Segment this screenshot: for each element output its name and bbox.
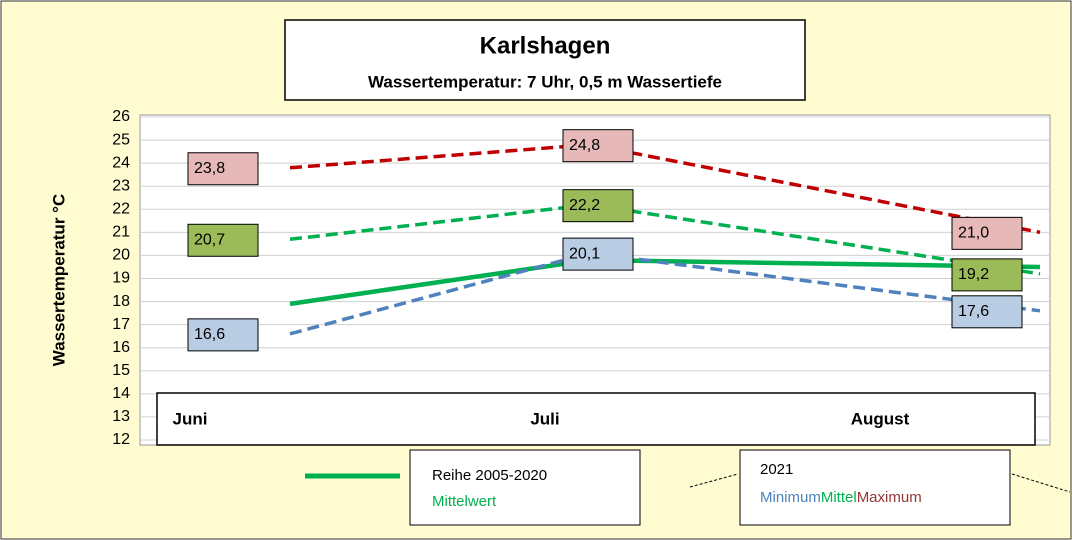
- y-tick-label: 14: [112, 385, 130, 402]
- legend-box: [409, 449, 641, 526]
- legend-entry: Maximum: [857, 489, 922, 506]
- legend-title: Reihe 2005-2020: [432, 467, 547, 484]
- legend-entry: Minimum: [760, 489, 821, 506]
- y-tick-label: 16: [112, 339, 130, 356]
- value-label-box: [562, 129, 634, 163]
- y-axis-label: Wassertemperatur °C: [49, 194, 68, 366]
- value-label-box: [562, 237, 634, 271]
- value-label-box: [951, 258, 1023, 292]
- y-tick-label: 19: [112, 270, 130, 287]
- y-tick-label: 12: [112, 431, 130, 448]
- y-tick-label: 18: [112, 293, 130, 310]
- series-line: [289, 142, 1041, 235]
- legend-entries: MinimumMittelMaximum: [760, 489, 922, 506]
- y-tick-label: 25: [112, 131, 130, 148]
- y-tick-label: 15: [112, 362, 130, 379]
- category-box: [156, 392, 1036, 446]
- x-tick-label: Juli: [530, 409, 559, 428]
- value-label: 23,8: [194, 160, 225, 177]
- chart-title: Karlshagen: [480, 32, 611, 59]
- legend-entry: Mittelwert: [432, 493, 497, 510]
- y-tick-label: 23: [112, 177, 130, 194]
- value-label: 16,6: [194, 326, 225, 343]
- series-line: [289, 202, 1041, 276]
- value-label-box: [187, 223, 259, 257]
- value-label: 19,2: [958, 266, 989, 283]
- value-label-box: [951, 295, 1023, 329]
- value-label-box: [562, 189, 634, 223]
- value-label-box: [951, 216, 1023, 250]
- y-tick-label: 17: [112, 316, 130, 333]
- value-label-box: [187, 152, 259, 186]
- value-label-box: [187, 318, 259, 352]
- legend-connector: [689, 473, 739, 488]
- y-tick-label: 20: [112, 247, 130, 264]
- legend-entry: Mittel: [821, 489, 857, 506]
- legend-box: [739, 449, 1011, 526]
- y-tick-label: 22: [112, 201, 130, 218]
- value-label: 22,2: [569, 197, 600, 214]
- x-tick-label: Juni: [173, 409, 208, 428]
- y-tick-label: 26: [112, 108, 130, 125]
- x-tick-label: August: [851, 409, 910, 428]
- chart-subtitle: Wassertemperatur: 7 Uhr, 0,5 m Wassertie…: [368, 72, 722, 91]
- value-label: 24,8: [569, 137, 600, 154]
- value-label: 17,6: [958, 303, 989, 320]
- value-label: 21,0: [958, 225, 989, 242]
- value-label: 20,7: [194, 231, 225, 248]
- legend-title: 2021: [760, 461, 793, 478]
- y-tick-label: 21: [112, 224, 130, 241]
- title-box: [284, 19, 806, 101]
- legend-connector: [1011, 473, 1071, 493]
- y-tick-label: 13: [112, 408, 130, 425]
- y-tick-label: 24: [112, 154, 130, 171]
- plot-area: [139, 114, 1051, 446]
- value-label: 20,1: [569, 245, 600, 262]
